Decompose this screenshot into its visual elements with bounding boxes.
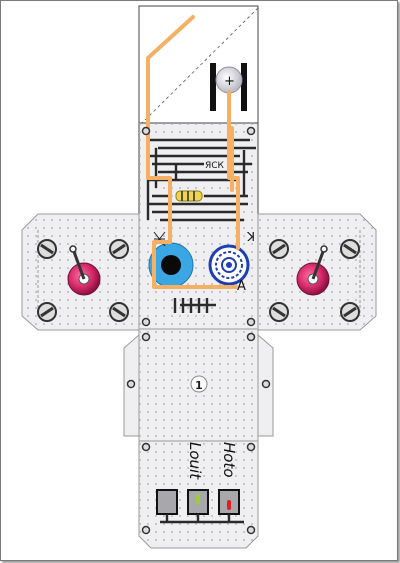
screw-icon: [141, 525, 151, 535]
screw-icon: [141, 442, 151, 452]
screw-icon: [246, 317, 256, 327]
page-number-badge: [190, 375, 208, 393]
circuit-traces: [146, 138, 256, 313]
screw-icon: [37, 239, 57, 259]
left-toggle-knob-icon: [67, 245, 101, 296]
led-green-icon: [196, 494, 200, 504]
screw-icon: [269, 302, 289, 322]
screw-icon: [37, 302, 57, 322]
small-screws: [126, 126, 271, 535]
cathode-letter: K: [246, 229, 255, 243]
orange-wires: [146, 15, 240, 289]
blue-dial-icon: [148, 231, 194, 288]
screw-icon: [109, 239, 129, 259]
target-socket-icon: [208, 244, 250, 286]
large-screws: [37, 239, 360, 322]
screw-icon: [141, 317, 151, 327]
screw-icon: [340, 302, 360, 322]
led-red-icon: [227, 500, 231, 510]
screw-icon: [269, 239, 289, 259]
script-top-label: Hoto: [220, 442, 238, 478]
screw-icon: [246, 442, 256, 452]
screw-icon: [126, 379, 136, 389]
screw-icon: [246, 525, 256, 535]
resistor-code-group: ЯСК: [204, 158, 232, 171]
screw-icon: [261, 379, 271, 389]
screw-icon: [246, 126, 256, 136]
right-toggle-knob-icon: [296, 245, 330, 296]
plus-sign: +: [224, 74, 235, 89]
screw-icon: [141, 126, 151, 136]
resistor-icon: [175, 190, 203, 202]
page-number: 1: [195, 379, 203, 392]
script-bottom-label: Louit: [186, 442, 204, 480]
screw-icon: [246, 332, 256, 342]
resistor-code-label: ЯСК: [205, 161, 225, 171]
screw-icon: [109, 302, 129, 322]
led-sockets: [156, 489, 244, 524]
left-socket-icon: [156, 489, 178, 515]
screw-icon: [340, 239, 360, 259]
screw-icon: [141, 332, 151, 342]
top-flap: [138, 5, 259, 124]
anode-letter: A: [237, 279, 246, 294]
